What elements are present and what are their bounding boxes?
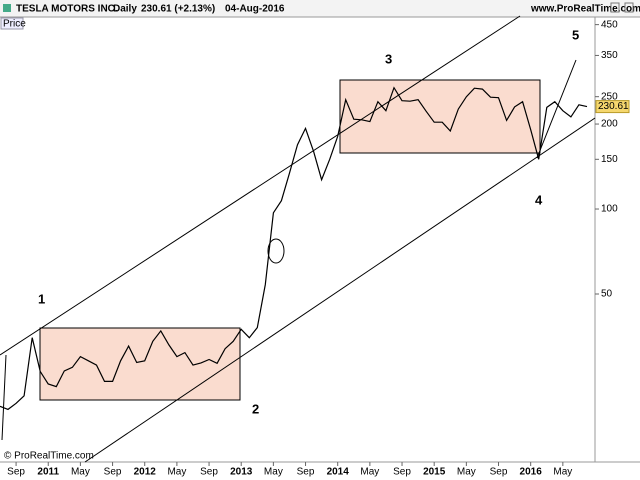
window-button[interactable]: [610, 2, 620, 13]
price-line: [0, 86, 588, 411]
last-price-label: 230.61: [598, 101, 629, 112]
x-tick-label: 2015: [423, 467, 446, 478]
trend-line: [1, 354, 7, 441]
x-tick-label: 2011: [37, 467, 59, 478]
x-tick-label: 2012: [134, 467, 157, 478]
y-tick-label: 200: [601, 119, 618, 130]
y-tick-label: 150: [601, 154, 618, 165]
x-tick-label: Sep: [393, 467, 411, 478]
header-bar: [0, 0, 640, 17]
series-tag-box: [0, 17, 24, 30]
y-tick-label: 350: [601, 50, 618, 61]
copyright: © ProRealTime.com: [4, 451, 94, 462]
icon: [3, 4, 11, 12]
x-tick-label: May: [553, 467, 572, 478]
wave-label: 4: [535, 192, 543, 207]
y-tick-label: 250: [601, 91, 618, 102]
x-tick-label: May: [457, 467, 476, 478]
interval: Daily: [113, 4, 137, 15]
x-tick-label: Sep: [297, 467, 315, 478]
x-tick-label: May: [360, 467, 379, 478]
date: 04-Aug-2016: [225, 4, 285, 15]
wave-label: 2: [252, 401, 259, 416]
x-tick-label: May: [264, 467, 283, 478]
wave-label: 5: [572, 27, 579, 42]
x-tick-label: May: [71, 467, 90, 478]
last-price-box: [595, 100, 630, 114]
range-box: [339, 79, 541, 154]
y-tick-label: 100: [601, 204, 618, 215]
x-tick-label: 2014: [327, 467, 350, 478]
range-box: [39, 327, 241, 401]
y-tick-label: 450: [601, 19, 618, 30]
source: www.ProRealTime.com: [530, 4, 640, 15]
series-tag: Price: [3, 19, 26, 30]
x-tick-label: Sep: [7, 467, 25, 478]
x-tick-label: 2013: [230, 467, 253, 478]
circle-marker: [267, 238, 285, 264]
x-tick-label: Sep: [200, 467, 218, 478]
chart-title: TESLA MOTORS INC.: [16, 4, 118, 15]
wave-label: 3: [385, 51, 392, 66]
trend-line: [0, 15, 521, 356]
x-tick-label: Sep: [490, 467, 508, 478]
window-button[interactable]: [624, 2, 634, 13]
trend-line: [84, 117, 596, 463]
x-tick-label: May: [167, 467, 186, 478]
y-tick-label: 50: [601, 289, 613, 300]
wave-label: 1: [38, 291, 45, 306]
trend-line: [536, 59, 577, 159]
x-tick-label: Sep: [104, 467, 122, 478]
x-tick-label: 2016: [520, 467, 543, 478]
price-change: 230.61 (+2.13%): [141, 4, 215, 15]
